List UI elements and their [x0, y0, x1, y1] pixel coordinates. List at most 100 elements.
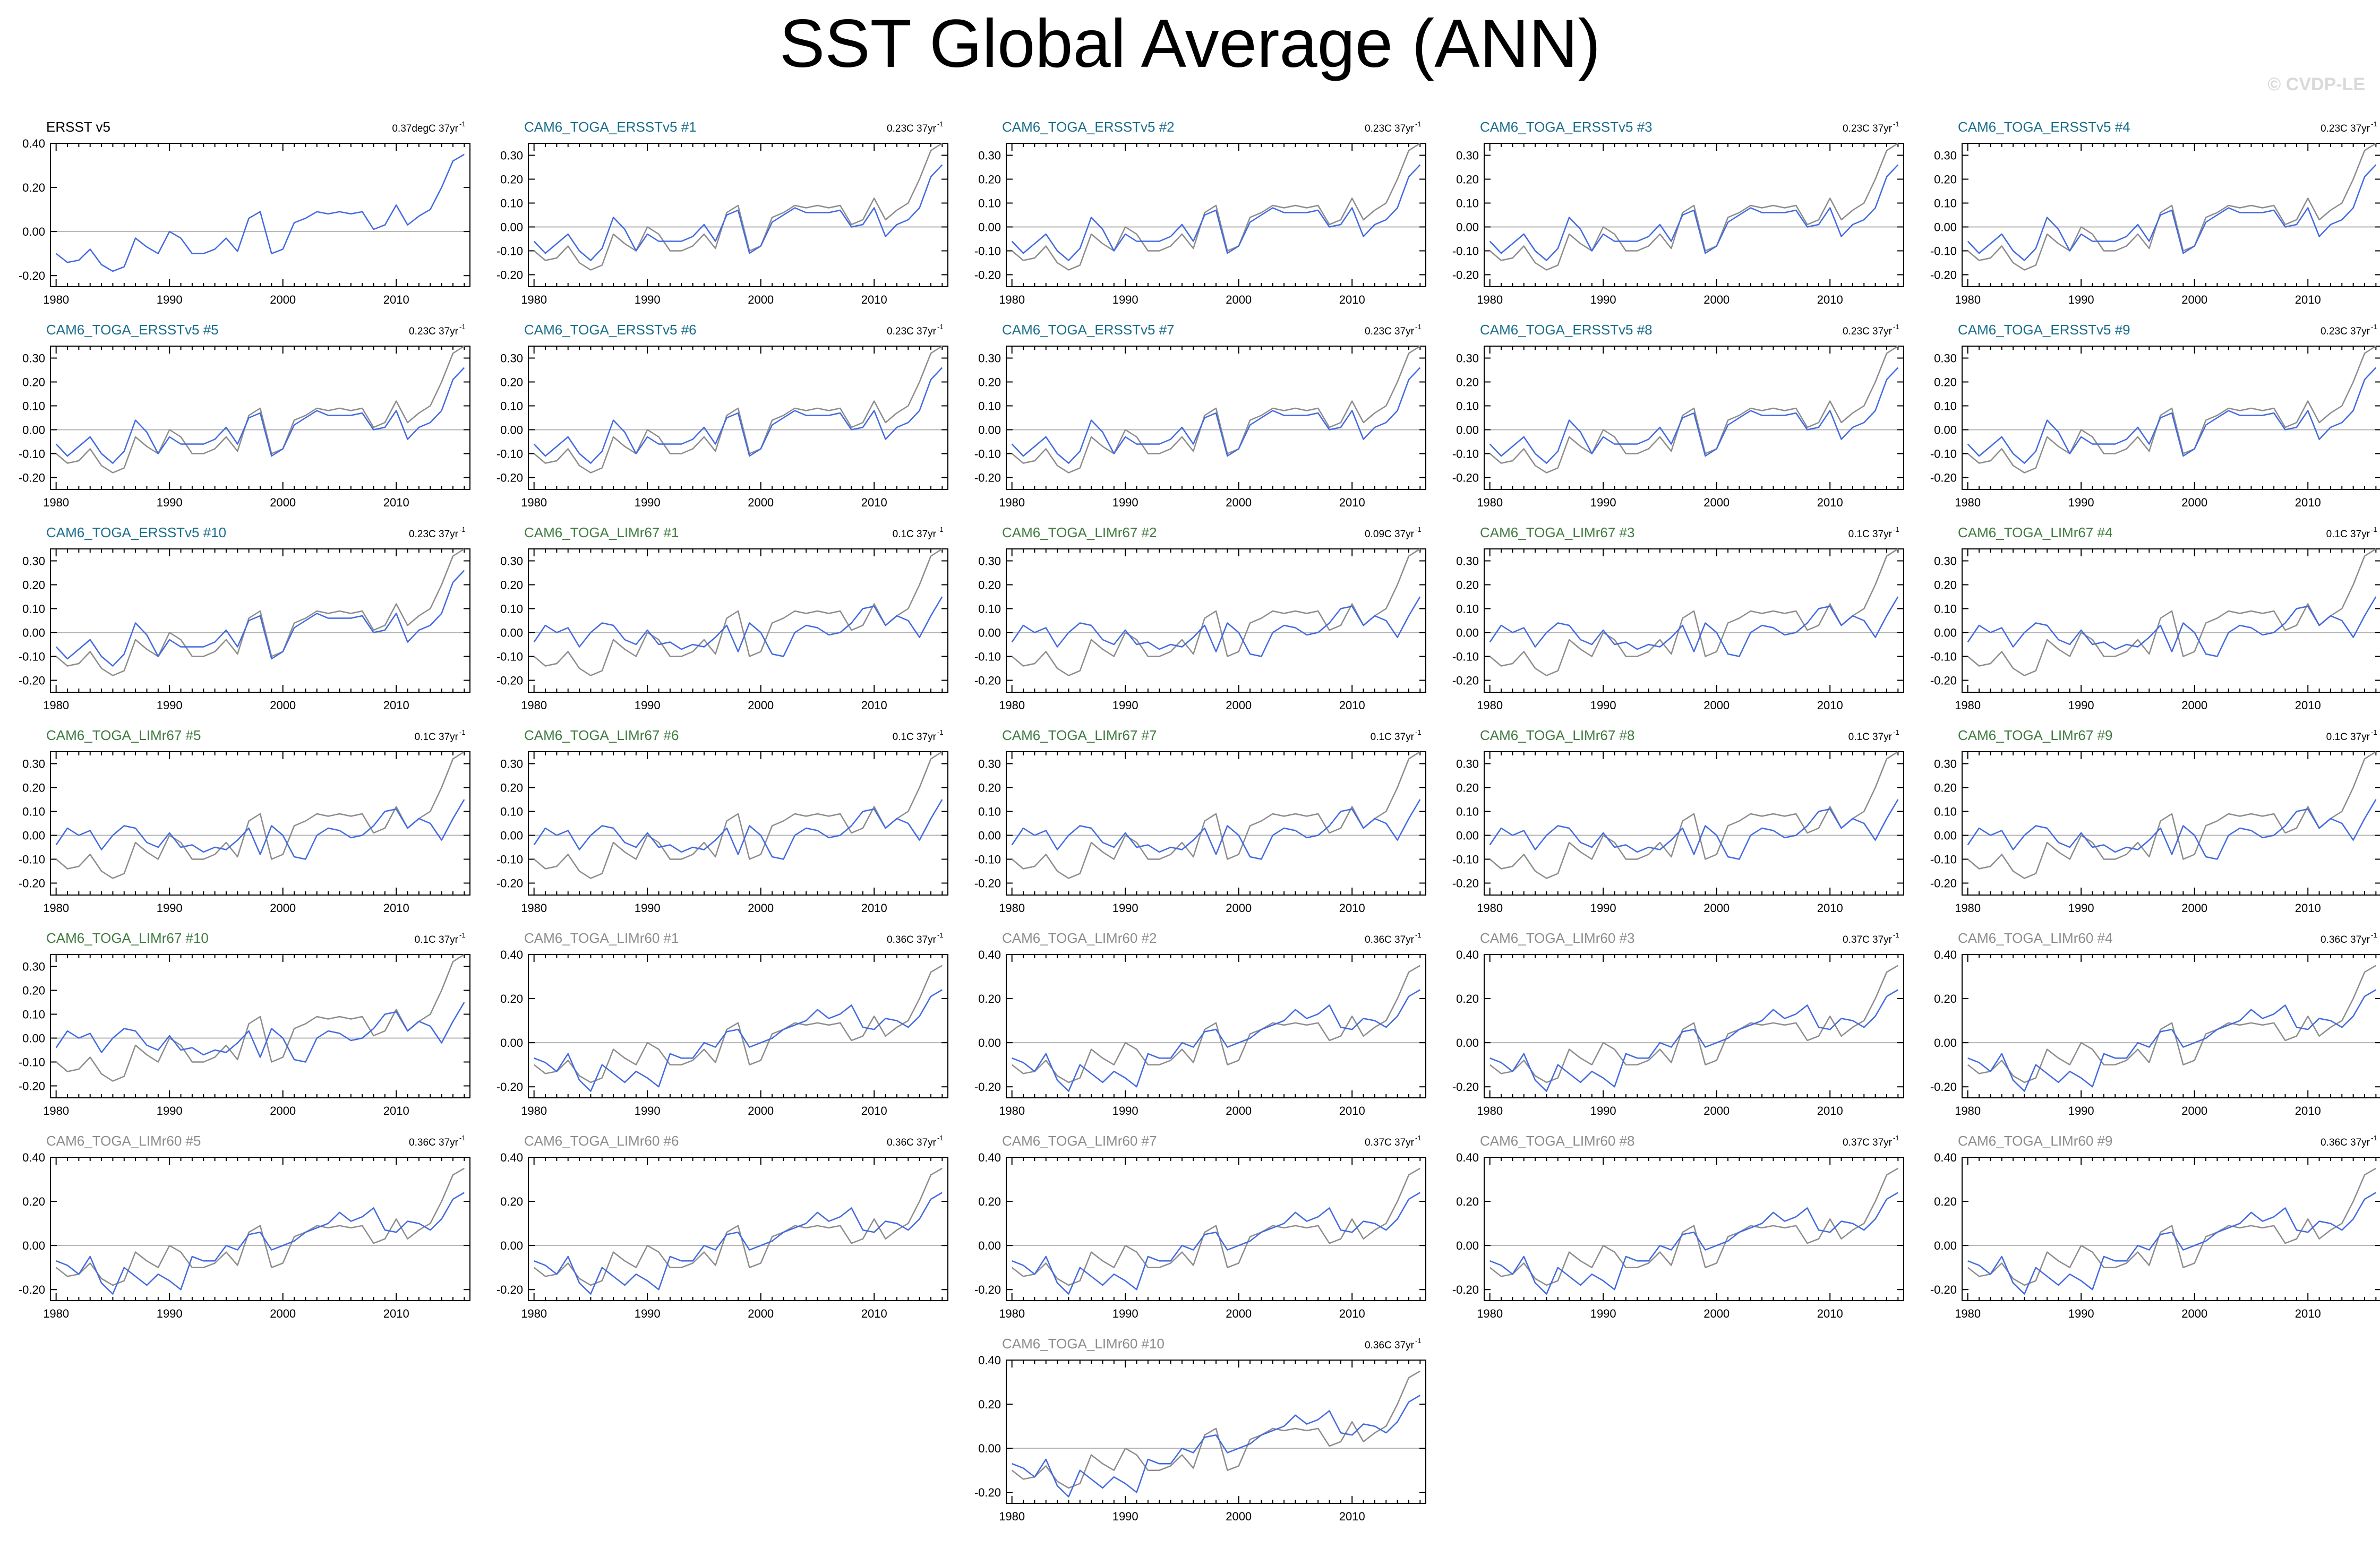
plot-frame	[1484, 346, 1904, 490]
panel-trend-label: 0.1C 37yr	[893, 529, 937, 540]
x-tick-label: 2010	[2295, 901, 2321, 915]
trend-exponent: -1	[937, 323, 944, 331]
line-chart-panel: CAM6_TOGA_LIMr67 #10 0.1C 37yr -1 0.30 0.20 0…	[19, 930, 470, 1117]
trend-exponent: -1	[2371, 323, 2377, 331]
trend-exponent: -1	[2371, 728, 2377, 736]
y-tick-label: 0.00	[978, 1442, 1001, 1455]
x-tick-label: 1990	[157, 699, 183, 712]
y-tick-label: 0.10	[500, 400, 523, 413]
y-tick-label: 0.00	[1456, 424, 1479, 437]
y-tick-label: 0.00	[1456, 1239, 1479, 1252]
y-tick-label: 0.20	[1456, 1195, 1479, 1208]
panel-trend-label: 0.23C 37yr	[1843, 123, 1893, 134]
y-tick-label: 0.30	[1456, 352, 1479, 365]
series-line-blue	[1489, 989, 1898, 1092]
x-tick-label: 1980	[43, 699, 69, 712]
trend-exponent: -1	[1893, 120, 1899, 128]
line-chart-panel: CAM6_TOGA_ERSSTv5 #6 0.23C 37yr -1 0.30 0.20…	[496, 322, 948, 509]
y-tick-label: -0.20	[19, 1080, 45, 1093]
panel-trend-label: 0.37C 37yr	[1843, 934, 1893, 945]
panel-trend-label: 0.36C 37yr	[1365, 1340, 1415, 1351]
line-chart-panel: CAM6_TOGA_LIMr60 #6 0.36C 37yr -1 0.40 0.20 0…	[496, 1133, 948, 1320]
y-tick-label: 0.00	[978, 221, 1001, 234]
y-tick-label: 0.20	[500, 992, 523, 1005]
y-tick-label: 0.00	[978, 829, 1001, 842]
y-tick-label: 0.10	[1456, 805, 1479, 819]
y-tick-label: 0.30	[1934, 758, 1957, 771]
x-tick-label: 1990	[157, 293, 183, 306]
x-tick-label: 1980	[1955, 901, 1981, 915]
y-tick-label: 0.40	[500, 948, 523, 961]
panel-title: CAM6_TOGA_LIMr67 #6	[524, 727, 679, 743]
plot-frame	[1484, 954, 1904, 1098]
x-tick-label: 2000	[1226, 1104, 1252, 1117]
panel-trend-label: 0.36C 37yr	[887, 934, 937, 945]
x-tick-label: 1990	[1590, 699, 1616, 712]
series-line-blue	[55, 153, 465, 272]
x-tick-label: 2000	[748, 699, 774, 712]
trend-exponent: -1	[459, 323, 466, 331]
y-tick-label: 0.10	[1456, 400, 1479, 413]
plot-frame	[1006, 751, 1426, 896]
y-tick-label: 0.00	[978, 424, 1001, 437]
series-line-gray	[55, 1167, 465, 1286]
y-tick-label: 0.20	[500, 1195, 523, 1208]
x-tick-label: 2000	[1226, 1510, 1252, 1523]
y-tick-label: -0.10	[1452, 245, 1479, 258]
x-tick-label: 1990	[2068, 1307, 2094, 1320]
y-tick-label: 0.30	[22, 555, 45, 568]
y-tick-label: 0.30	[1934, 352, 1957, 365]
y-tick-label: 0.00	[500, 1239, 523, 1252]
x-tick-label: 1980	[1477, 901, 1503, 915]
line-chart-panel: CAM6_TOGA_LIMr60 #8 0.37C 37yr -1 0.40 0.20 0…	[1452, 1133, 1904, 1320]
y-tick-label: 0.40	[978, 1354, 1001, 1367]
series-line-gray	[1967, 142, 2376, 271]
series-line-gray	[533, 965, 943, 1083]
x-tick-label: 2010	[1817, 1104, 1843, 1117]
panel-trend-label: 0.36C 37yr	[409, 1137, 459, 1148]
y-tick-label: 0.30	[22, 960, 45, 974]
line-chart-panel: CAM6_TOGA_LIMr67 #2 0.09C 37yr -1 0.30 0.20 0…	[974, 524, 1426, 712]
x-tick-label: 1990	[1590, 1104, 1616, 1117]
line-chart-panel: CAM6_TOGA_LIMr60 #7 0.37C 37yr -1 0.40 0.20 0…	[974, 1133, 1426, 1320]
plot-frame	[50, 751, 470, 896]
x-tick-label: 2010	[1339, 1510, 1365, 1523]
panel-trend-label: 0.23C 37yr	[2321, 123, 2370, 134]
x-tick-label: 1980	[521, 699, 547, 712]
plot-frame	[50, 548, 470, 693]
line-chart-panel: CAM6_TOGA_ERSSTv5 #4 0.23C 37yr -1 0.30 0.20…	[1930, 119, 2380, 306]
plot-frame	[1006, 1360, 1426, 1504]
y-tick-label: -0.10	[19, 853, 45, 866]
y-tick-label: 0.00	[22, 225, 45, 238]
x-tick-label: 2010	[1817, 901, 1843, 915]
y-tick-label: 0.20	[22, 376, 45, 389]
x-tick-label: 1990	[2068, 901, 2094, 915]
plot-frame	[1006, 1157, 1426, 1301]
panel-trend-label: 0.36C 37yr	[1365, 934, 1415, 945]
y-tick-label: 0.00	[22, 829, 45, 842]
series-line-gray	[1011, 548, 1420, 676]
series-line-blue	[533, 799, 943, 860]
y-tick-label: -0.10	[19, 1056, 45, 1069]
series-line-gray	[55, 548, 465, 676]
y-tick-label: -0.20	[1452, 877, 1479, 890]
series-line-blue	[1489, 164, 1899, 261]
x-tick-label: 2000	[270, 1307, 296, 1320]
y-tick-label: 0.30	[500, 555, 523, 568]
x-tick-label: 1990	[635, 496, 661, 509]
line-chart-panel: CAM6_TOGA_LIMr60 #9 0.36C 37yr -1 0.40 0.20 0…	[1930, 1133, 2380, 1320]
y-tick-label: -0.20	[1452, 1080, 1479, 1094]
plot-frame	[528, 346, 948, 490]
y-tick-label: 0.10	[1934, 805, 1957, 819]
trend-exponent: -1	[937, 120, 944, 128]
panel-trend-label: 0.23C 37yr	[887, 123, 937, 134]
x-tick-label: 2000	[1226, 699, 1252, 712]
panel-trend-label: 0.1C 37yr	[893, 732, 937, 743]
panel-trend-label: 0.1C 37yr	[2326, 529, 2370, 540]
y-tick-label: 0.00	[22, 1032, 45, 1045]
y-tick-label: 0.30	[1456, 555, 1479, 568]
trend-exponent: -1	[1415, 1337, 1422, 1345]
series-line-gray	[1489, 142, 1898, 271]
panel-trend-label: 0.23C 37yr	[409, 326, 459, 337]
series-line-blue	[1967, 596, 2377, 657]
